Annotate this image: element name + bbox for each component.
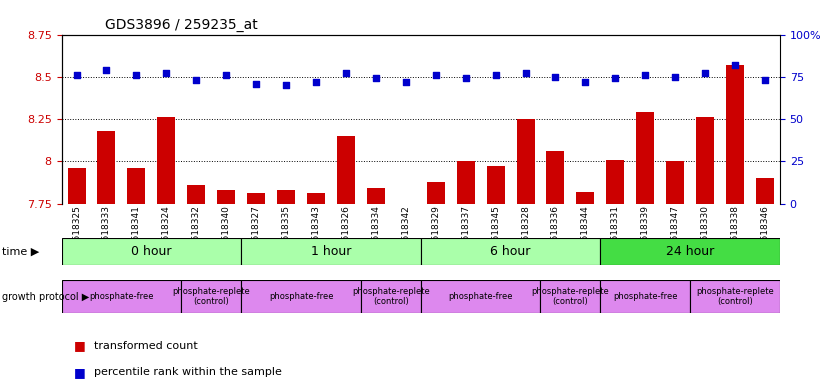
- Bar: [576, 192, 594, 204]
- Point: [699, 70, 712, 76]
- Point: [369, 75, 383, 81]
- Bar: [420, 238, 600, 265]
- Bar: [62, 238, 241, 265]
- Text: phosphate-free: phosphate-free: [613, 292, 677, 301]
- Point: [429, 72, 443, 78]
- Text: phosphate-free: phosphate-free: [89, 292, 154, 301]
- Point: [608, 75, 621, 81]
- Text: phosphate-replete
(control): phosphate-replete (control): [696, 287, 774, 306]
- Bar: [600, 238, 780, 265]
- Bar: [218, 190, 235, 204]
- Text: percentile rank within the sample: percentile rank within the sample: [94, 367, 282, 377]
- Bar: [307, 194, 325, 204]
- Text: transformed count: transformed count: [94, 341, 198, 351]
- Bar: [726, 65, 744, 204]
- Text: phosphate-replete
(control): phosphate-replete (control): [531, 287, 609, 306]
- Bar: [600, 280, 690, 313]
- Text: 24 hour: 24 hour: [666, 245, 714, 258]
- Bar: [277, 190, 295, 204]
- Bar: [666, 161, 684, 204]
- Bar: [247, 194, 265, 204]
- Bar: [756, 178, 774, 204]
- Point: [310, 79, 323, 85]
- Point: [639, 72, 652, 78]
- Bar: [367, 188, 385, 204]
- Bar: [62, 280, 181, 313]
- Text: phosphate-replete
(control): phosphate-replete (control): [352, 287, 429, 306]
- Point: [489, 72, 502, 78]
- Bar: [337, 136, 355, 204]
- Bar: [420, 280, 540, 313]
- Bar: [487, 166, 505, 204]
- Bar: [241, 238, 420, 265]
- Bar: [696, 118, 714, 204]
- Bar: [67, 168, 85, 204]
- Bar: [98, 131, 116, 204]
- Text: 0 hour: 0 hour: [131, 245, 172, 258]
- Point: [250, 81, 263, 87]
- Bar: [427, 182, 445, 204]
- Bar: [690, 280, 780, 313]
- Point: [728, 62, 741, 68]
- Point: [100, 67, 113, 73]
- Point: [549, 74, 562, 80]
- Bar: [241, 280, 361, 313]
- Bar: [361, 280, 420, 313]
- Text: ■: ■: [74, 366, 85, 379]
- Text: 1 hour: 1 hour: [311, 245, 351, 258]
- Point: [668, 74, 681, 80]
- Text: time ▶: time ▶: [2, 247, 39, 257]
- Bar: [181, 280, 241, 313]
- Point: [519, 70, 532, 76]
- Point: [70, 72, 83, 78]
- Point: [220, 72, 233, 78]
- Point: [339, 70, 352, 76]
- Text: phosphate-free: phosphate-free: [268, 292, 333, 301]
- Point: [160, 70, 173, 76]
- Text: GDS3896 / 259235_at: GDS3896 / 259235_at: [105, 18, 258, 32]
- Point: [279, 82, 292, 88]
- Point: [190, 77, 203, 83]
- Text: phosphate-free: phosphate-free: [448, 292, 513, 301]
- Bar: [158, 118, 176, 204]
- Bar: [547, 151, 565, 204]
- Text: phosphate-replete
(control): phosphate-replete (control): [172, 287, 250, 306]
- Bar: [540, 280, 600, 313]
- Text: ■: ■: [74, 339, 85, 352]
- Point: [459, 75, 472, 81]
- Point: [130, 72, 143, 78]
- Point: [759, 77, 772, 83]
- Point: [579, 79, 592, 85]
- Point: [399, 79, 412, 85]
- Bar: [516, 119, 534, 204]
- Text: growth protocol ▶: growth protocol ▶: [2, 291, 89, 302]
- Bar: [127, 168, 145, 204]
- Bar: [456, 161, 475, 204]
- Text: 6 hour: 6 hour: [490, 245, 530, 258]
- Bar: [607, 160, 624, 204]
- Bar: [187, 185, 205, 204]
- Bar: [636, 112, 654, 204]
